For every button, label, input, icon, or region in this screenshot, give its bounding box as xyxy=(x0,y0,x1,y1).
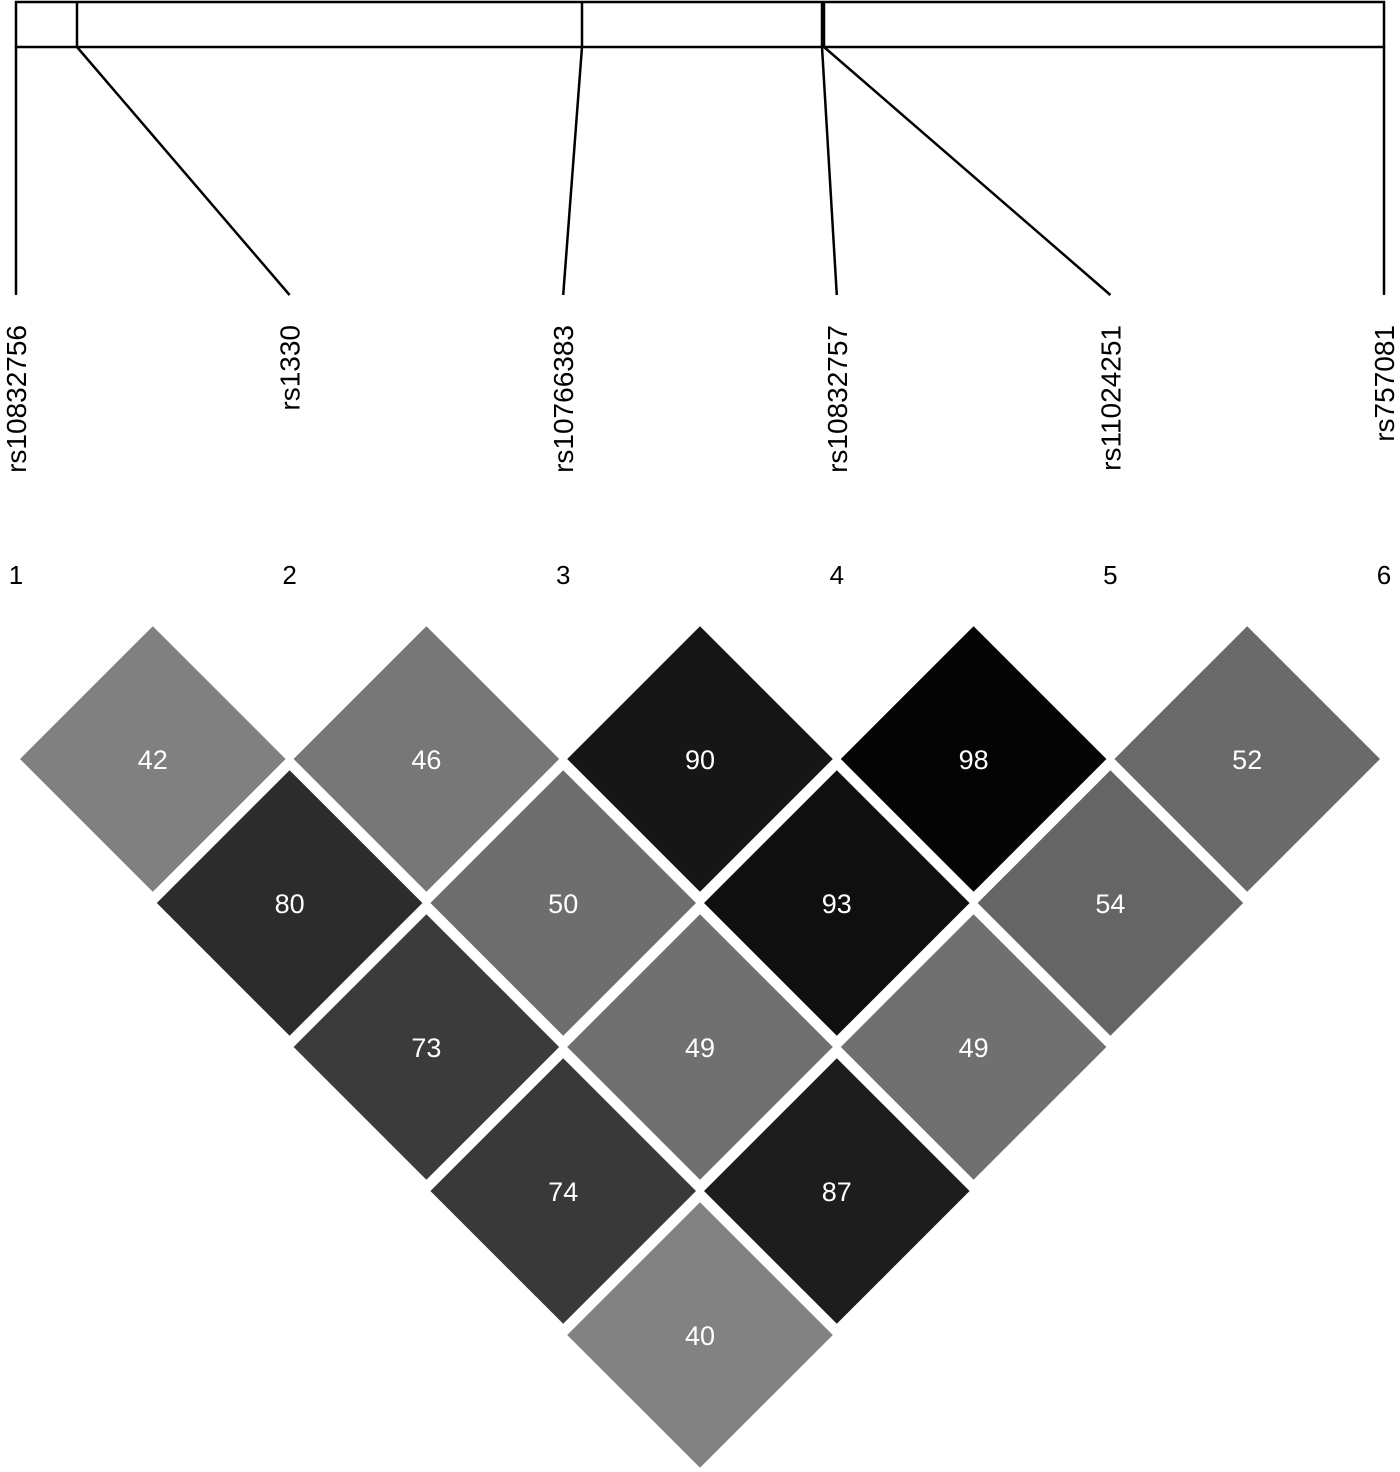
ld-cell-value: 49 xyxy=(685,1033,715,1063)
genomic-ruler xyxy=(14,0,1386,296)
ld-cell-diamond xyxy=(567,914,833,1180)
ld-cell-2-3: 46 xyxy=(293,626,560,892)
ld-cell-3-4: 90 xyxy=(567,626,833,892)
ld-cell-value: 73 xyxy=(411,1033,441,1063)
ld-cell-2-5: 49 xyxy=(567,914,833,1180)
snp-index: 3 xyxy=(556,560,570,590)
snp-label-rs1330: rs1330 xyxy=(275,325,306,411)
snp-index: 6 xyxy=(1377,560,1391,590)
ld-cell-diamond xyxy=(156,770,423,1036)
snp-label-rs757081: rs757081 xyxy=(1369,325,1400,442)
ld-cell-diamond xyxy=(293,626,560,892)
snp-label-rs10832757: rs10832757 xyxy=(822,325,853,473)
snp-label-rs11024251: rs11024251 xyxy=(1095,325,1126,471)
snp-index: 4 xyxy=(830,560,844,590)
ld-cell-value: 74 xyxy=(548,1177,578,1207)
ld-cell-value: 52 xyxy=(1232,745,1262,775)
ld-cell-diamond xyxy=(840,626,1107,892)
ld-cell-4-5: 98 xyxy=(840,626,1107,892)
snp-connector-line xyxy=(76,46,291,296)
ld-cell-value: 42 xyxy=(138,745,168,775)
ld-cell-diamond xyxy=(20,626,286,892)
ld-cell-2-4: 50 xyxy=(430,770,696,1036)
ld-cell-1-4: 73 xyxy=(293,914,560,1180)
ld-cell-3-6: 49 xyxy=(840,914,1107,1180)
ld-cell-4-6: 54 xyxy=(977,770,1244,1036)
ld-cell-diamond xyxy=(567,1202,833,1468)
ld-cell-value: 93 xyxy=(822,889,852,919)
ld-cell-value: 54 xyxy=(1095,889,1125,919)
ld-cell-value: 50 xyxy=(548,889,578,919)
ld-cell-1-6: 40 xyxy=(567,1202,833,1468)
snp-connector-line xyxy=(823,46,1112,296)
ld-cell-diamond xyxy=(430,770,696,1036)
ld-cell-3-5: 93 xyxy=(704,770,970,1036)
ld-cell-value: 49 xyxy=(959,1033,989,1063)
ld-cell-value: 90 xyxy=(685,745,715,775)
ld-matrix: 42 46 90 98 52 80 50 93 54 73 49 49 74 87 40 xyxy=(20,626,1380,1468)
ld-cell-1-3: 80 xyxy=(156,770,423,1036)
ld-cell-diamond xyxy=(704,770,970,1036)
snp-index: 5 xyxy=(1103,560,1117,590)
ld-cell-value: 80 xyxy=(275,889,305,919)
snp-connector-line xyxy=(820,46,839,296)
ld-cell-2-6: 87 xyxy=(704,1058,970,1324)
ld-cell-value: 46 xyxy=(411,745,441,775)
ld-cell-value: 40 xyxy=(685,1321,715,1351)
ld-cell-diamond xyxy=(840,914,1107,1180)
ld-cell-diamond xyxy=(977,770,1244,1036)
ld-cell-diamond xyxy=(704,1058,970,1324)
snp-label-rs10832756: rs10832756 xyxy=(1,325,32,473)
ld-cell-diamond xyxy=(293,914,560,1180)
ld-cell-1-5: 74 xyxy=(430,1058,696,1324)
ld-cell-diamond xyxy=(430,1058,696,1324)
snp-index: 1 xyxy=(9,560,23,590)
ld-cell-diamond xyxy=(1114,626,1380,892)
ld-cell-1-2: 42 xyxy=(20,626,286,892)
ld-cell-value: 87 xyxy=(822,1177,852,1207)
snp-labels: rs10832756 rs1330 rs10766383 rs10832757 rs11… xyxy=(1,325,1400,473)
ld-cell-value: 98 xyxy=(959,745,989,775)
snp-label-rs10766383: rs10766383 xyxy=(548,325,579,473)
ld-cell-diamond xyxy=(567,626,833,892)
snp-connector-line xyxy=(561,46,584,296)
snp-index: 2 xyxy=(282,560,296,590)
snp-indices: 1 2 3 4 5 6 xyxy=(9,560,1391,590)
ruler-bar xyxy=(14,0,1386,49)
ld-cell-5-6: 52 xyxy=(1114,626,1380,892)
